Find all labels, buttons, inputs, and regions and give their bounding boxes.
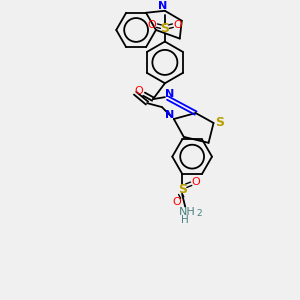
Text: O: O — [135, 86, 143, 96]
Text: O: O — [192, 177, 200, 187]
Text: N: N — [165, 110, 175, 120]
Text: H: H — [181, 214, 189, 224]
Text: O: O — [173, 196, 182, 207]
Text: NH: NH — [179, 207, 196, 217]
Text: O: O — [173, 20, 182, 30]
Text: S: S — [160, 22, 169, 35]
Text: N: N — [158, 1, 167, 11]
Text: N: N — [165, 89, 175, 99]
Text: O: O — [148, 20, 156, 30]
Text: 2: 2 — [196, 209, 202, 218]
Text: S: S — [178, 183, 187, 196]
Text: S: S — [215, 116, 224, 130]
